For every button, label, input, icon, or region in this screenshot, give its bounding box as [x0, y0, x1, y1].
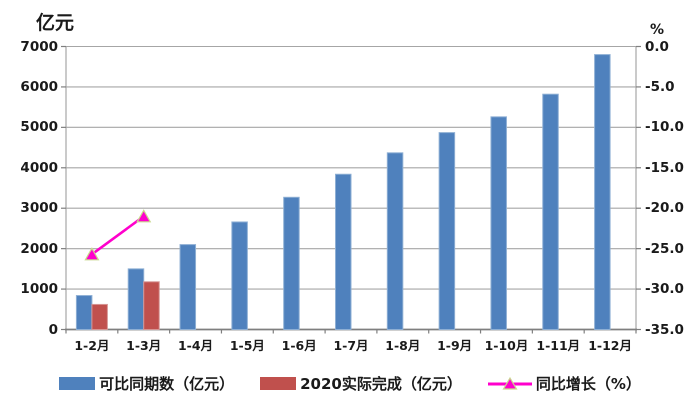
x-axis-label-1-12月: 1-12月 — [588, 338, 632, 353]
right-axis-tick-label: -25.0 — [645, 240, 684, 257]
right-axis-title: % — [650, 22, 665, 38]
right-axis-tick-label: 0.0 — [645, 38, 669, 55]
left-axis-tick-label: 4000 — [20, 159, 58, 176]
left-axis-tick-label: 2000 — [20, 240, 58, 257]
right-axis-tick-label: -30.0 — [645, 281, 684, 298]
blue-bar-1-10月 — [490, 116, 507, 330]
x-axis-label-1-2月: 1-2月 — [74, 338, 110, 353]
x-axis-label-1-8月: 1-8月 — [385, 338, 421, 353]
legend-label-comparable: 可比同期数（亿元） — [99, 374, 235, 393]
right-axis-tick-label: -10.0 — [645, 119, 684, 136]
left-axis-tick-label: 3000 — [20, 200, 58, 217]
red-bar-1-2月 — [91, 303, 108, 331]
legend-item-growth: 同比增长（%） — [487, 373, 641, 394]
growth-marker-1-2月 — [84, 247, 100, 261]
legend: 可比同期数（亿元） 2020实际完成（亿元） 同比增长（%） — [0, 371, 700, 395]
blue-bar-1-6月 — [283, 196, 300, 330]
left-axis-tick-label: 7000 — [20, 38, 58, 55]
x-axis-label-1-4月: 1-4月 — [177, 338, 214, 353]
blue-bar-1-4月 — [179, 244, 197, 331]
right-axis-tick-label: -15.0 — [645, 159, 684, 176]
blue-series-swatch — [59, 376, 96, 390]
left-axis-tick-label: 1000 — [20, 281, 58, 298]
right-axis-tick-label: -5.0 — [645, 78, 675, 95]
x-axis-label-1-10月: 1-10月 — [484, 338, 529, 353]
blue-bar-1-7月 — [335, 173, 352, 330]
blue-bar-1-8月 — [386, 152, 404, 330]
legend-label-actual: 2020实际完成（亿元） — [300, 374, 462, 393]
left-axis-tick-label: 0 — [48, 321, 58, 338]
x-axis-label-1-9月: 1-9月 — [437, 338, 473, 353]
blue-bar-1-2月 — [75, 295, 93, 331]
left-axis-title: 亿元 — [36, 12, 75, 34]
blue-bar-1-11月 — [542, 93, 559, 330]
growth-line-marker-icon — [487, 376, 532, 390]
left-axis-tick-label: 5000 — [20, 119, 58, 136]
x-axis-label-1-7月: 1-7月 — [333, 338, 369, 353]
growth-marker-1-3月 — [136, 209, 152, 223]
blue-bar-1-9月 — [438, 132, 456, 330]
blue-bar-1-3月 — [127, 268, 145, 331]
legend-item-actual: 2020实际完成（亿元） — [260, 373, 462, 394]
x-axis-label-1-5月: 1-5月 — [229, 338, 265, 353]
blue-bar-1-5月 — [231, 221, 248, 331]
blue-bar-1-12月 — [594, 54, 611, 330]
red-series-swatch — [260, 376, 297, 390]
growth-line — [91, 215, 145, 256]
right-axis-tick-label: -20.0 — [645, 200, 684, 217]
red-bar-1-3月 — [143, 281, 160, 330]
x-axis-label-1-3月: 1-3月 — [126, 338, 162, 353]
right-axis-tick-label: -35.0 — [645, 321, 684, 338]
left-axis-tick-label: 6000 — [20, 78, 58, 95]
legend-label-growth: 同比增长（%） — [535, 374, 641, 393]
x-axis-label-1-6月: 1-6月 — [281, 338, 317, 353]
x-axis-label-1-11月: 1-11月 — [536, 338, 581, 353]
legend-item-comparable: 可比同期数（亿元） — [59, 373, 234, 394]
